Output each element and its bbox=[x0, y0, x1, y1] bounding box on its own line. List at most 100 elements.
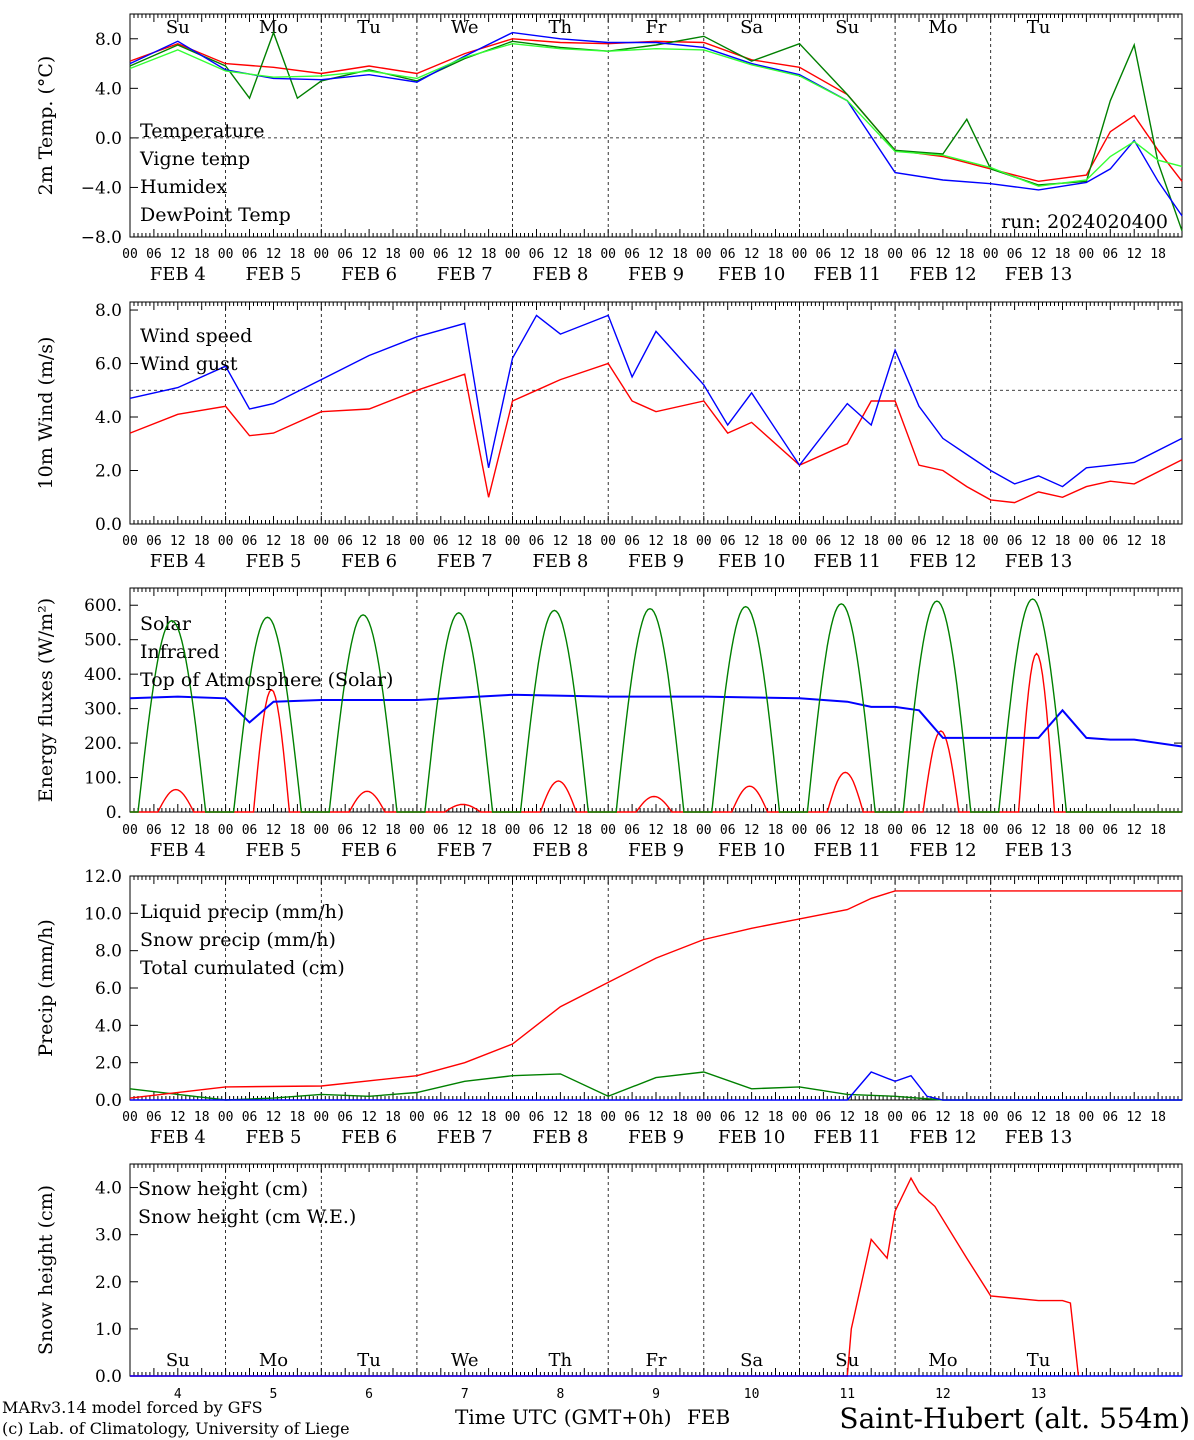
hour-label: 06 bbox=[911, 823, 927, 838]
hour-label: 18 bbox=[1150, 247, 1166, 262]
date-label: FEB 12 bbox=[909, 264, 976, 285]
copyright: (c) Lab. of Climatology, University of L… bbox=[2, 1419, 350, 1438]
run-annotation: run: 2024020400 bbox=[1001, 211, 1168, 233]
date-label: FEB 10 bbox=[718, 264, 785, 285]
day-number: 10 bbox=[744, 1387, 760, 1402]
hour-label: 18 bbox=[672, 534, 688, 549]
hour-label: 00 bbox=[122, 1110, 138, 1125]
hour-label: 00 bbox=[505, 534, 521, 549]
hour-label: 18 bbox=[194, 247, 210, 262]
hour-label: 12 bbox=[266, 1110, 282, 1125]
hour-label: 18 bbox=[1055, 534, 1071, 549]
y-axis-label: 10m Wind (m/s) bbox=[35, 337, 57, 490]
hour-label: 12 bbox=[457, 247, 473, 262]
hour-label: 06 bbox=[529, 823, 545, 838]
hour-label: 18 bbox=[576, 247, 592, 262]
day-name: Fr bbox=[645, 17, 666, 38]
legend-entry: DewPoint Temp bbox=[140, 204, 291, 226]
hour-label: 12 bbox=[648, 1110, 664, 1125]
hour-label: 18 bbox=[194, 823, 210, 838]
hour-label: 06 bbox=[242, 247, 258, 262]
y-tick-label: 3.0 bbox=[95, 1226, 122, 1246]
date-label: FEB 13 bbox=[1005, 551, 1072, 572]
date-label: FEB 6 bbox=[341, 1127, 397, 1148]
day-number: 6 bbox=[365, 1387, 373, 1402]
day-number: 12 bbox=[935, 1387, 951, 1402]
hour-label: 00 bbox=[218, 823, 234, 838]
hour-label: 00 bbox=[600, 823, 616, 838]
hour-label: 18 bbox=[1150, 534, 1166, 549]
date-label: FEB 7 bbox=[437, 264, 493, 285]
hour-label: 06 bbox=[146, 247, 162, 262]
hour-label: 06 bbox=[337, 1110, 353, 1125]
hour-label: 00 bbox=[792, 823, 808, 838]
hour-label: 18 bbox=[1150, 1110, 1166, 1125]
series-line-lightgreen bbox=[129, 42, 1183, 187]
hour-label: 12 bbox=[170, 534, 186, 549]
date-label: FEB 12 bbox=[909, 551, 976, 572]
hour-label: 18 bbox=[290, 247, 306, 262]
date-label: FEB 8 bbox=[532, 840, 588, 861]
y-tick-label: 2.0 bbox=[95, 1054, 122, 1074]
hour-label: 12 bbox=[744, 1110, 760, 1125]
hour-label: 18 bbox=[576, 1110, 592, 1125]
y-tick-label: 8.0 bbox=[95, 30, 122, 50]
hour-label: 00 bbox=[409, 247, 425, 262]
date-label: FEB 6 bbox=[341, 551, 397, 572]
y-tick-label: 6.0 bbox=[95, 355, 122, 375]
hour-label: 12 bbox=[553, 823, 569, 838]
y-tick-label: 4.0 bbox=[95, 408, 122, 428]
day-number: 4 bbox=[174, 1387, 182, 1402]
series-line-green bbox=[129, 1071, 1182, 1101]
hour-label: 12 bbox=[1126, 247, 1142, 262]
date-label: FEB 9 bbox=[628, 840, 684, 861]
y-tick-label: 8.0 bbox=[95, 942, 122, 962]
hour-label: 00 bbox=[505, 1110, 521, 1125]
y-tick-label: −4.0 bbox=[81, 178, 122, 198]
hour-label: 00 bbox=[983, 1110, 999, 1125]
hour-label: 18 bbox=[959, 534, 975, 549]
day-name: Fr bbox=[645, 1350, 666, 1371]
hour-label: 12 bbox=[553, 534, 569, 549]
date-label: FEB 12 bbox=[909, 1127, 976, 1148]
hour-label: 18 bbox=[1055, 247, 1071, 262]
y-tick-label: 0.0 bbox=[95, 1091, 122, 1111]
hour-label: 00 bbox=[313, 823, 329, 838]
day-name: Sa bbox=[740, 1350, 763, 1371]
hour-label: 18 bbox=[385, 534, 401, 549]
day-name: Mo bbox=[259, 17, 288, 38]
date-label: FEB 4 bbox=[150, 551, 206, 572]
hour-label: 06 bbox=[816, 534, 832, 549]
hour-label: 18 bbox=[481, 247, 497, 262]
hour-label: 12 bbox=[839, 823, 855, 838]
series-line-blue bbox=[129, 314, 1183, 488]
hour-label: 12 bbox=[839, 1110, 855, 1125]
series-line-red bbox=[129, 890, 1182, 1099]
hour-label: 12 bbox=[361, 823, 377, 838]
hour-label: 06 bbox=[529, 247, 545, 262]
y-tick-label: 200. bbox=[84, 734, 122, 754]
y-tick-label: 0.0 bbox=[95, 129, 122, 149]
hour-label: 12 bbox=[266, 823, 282, 838]
series-line-green bbox=[129, 30, 1183, 232]
hour-label: 18 bbox=[1150, 823, 1166, 838]
hour-label: 18 bbox=[290, 823, 306, 838]
date-label: FEB 7 bbox=[437, 551, 493, 572]
hour-label: 00 bbox=[409, 1110, 425, 1125]
hour-label: 00 bbox=[505, 247, 521, 262]
y-tick-label: 2.0 bbox=[95, 462, 122, 482]
hour-label: 12 bbox=[457, 534, 473, 549]
hour-label: 18 bbox=[576, 823, 592, 838]
day-number: 7 bbox=[461, 1387, 469, 1402]
hour-label: 12 bbox=[1031, 823, 1047, 838]
date-label: FEB 8 bbox=[532, 264, 588, 285]
day-number: 11 bbox=[839, 1387, 855, 1402]
hour-label: 06 bbox=[1102, 534, 1118, 549]
hour-label: 00 bbox=[1079, 534, 1095, 549]
y-tick-label: 0.0 bbox=[95, 1367, 122, 1387]
hour-label: 12 bbox=[266, 534, 282, 549]
hour-label: 00 bbox=[122, 247, 138, 262]
y-axis-label: Precip (mm/h) bbox=[35, 919, 57, 1057]
hour-label: 12 bbox=[266, 247, 282, 262]
hour-label: 00 bbox=[696, 247, 712, 262]
